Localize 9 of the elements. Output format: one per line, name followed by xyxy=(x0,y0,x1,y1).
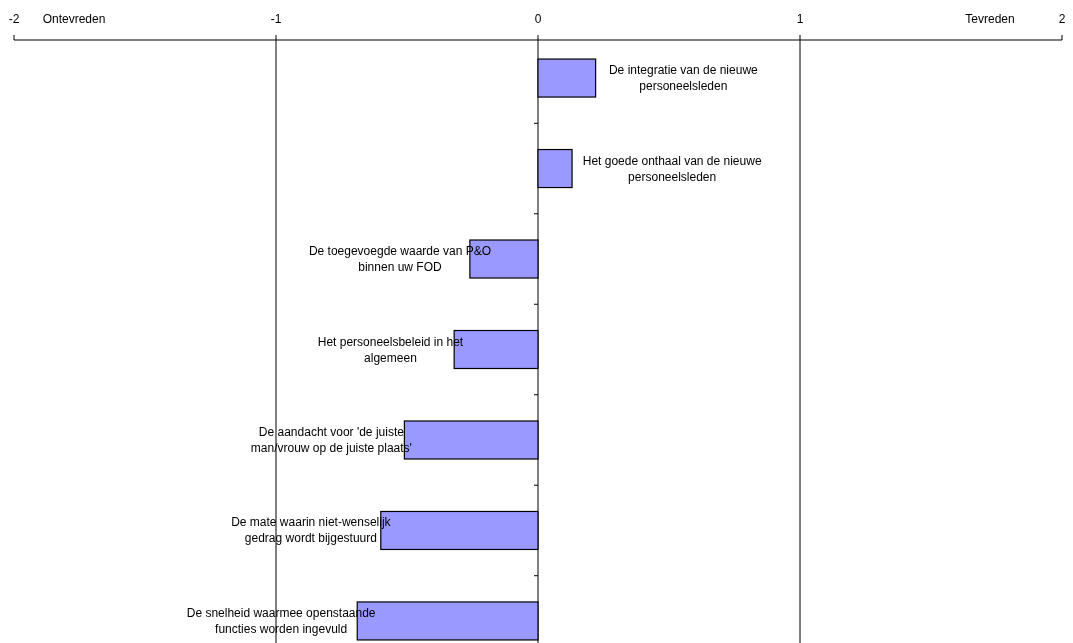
x-tick-label: 1 xyxy=(796,12,804,26)
x-tick-label: 2 xyxy=(1058,12,1066,26)
text: Tevreden xyxy=(965,12,1015,26)
x-tick-label: -2 xyxy=(8,12,20,26)
y-tick-label: Het goede onthaal van de nieuwe personeelsleden xyxy=(582,153,762,184)
y-tick-label: De integratie van de nieuwe personeelsleden xyxy=(608,63,759,94)
text: Ontevreden xyxy=(42,12,106,26)
x-tick-label: -1 xyxy=(270,12,282,26)
x-tick-label: 0 xyxy=(534,12,542,26)
